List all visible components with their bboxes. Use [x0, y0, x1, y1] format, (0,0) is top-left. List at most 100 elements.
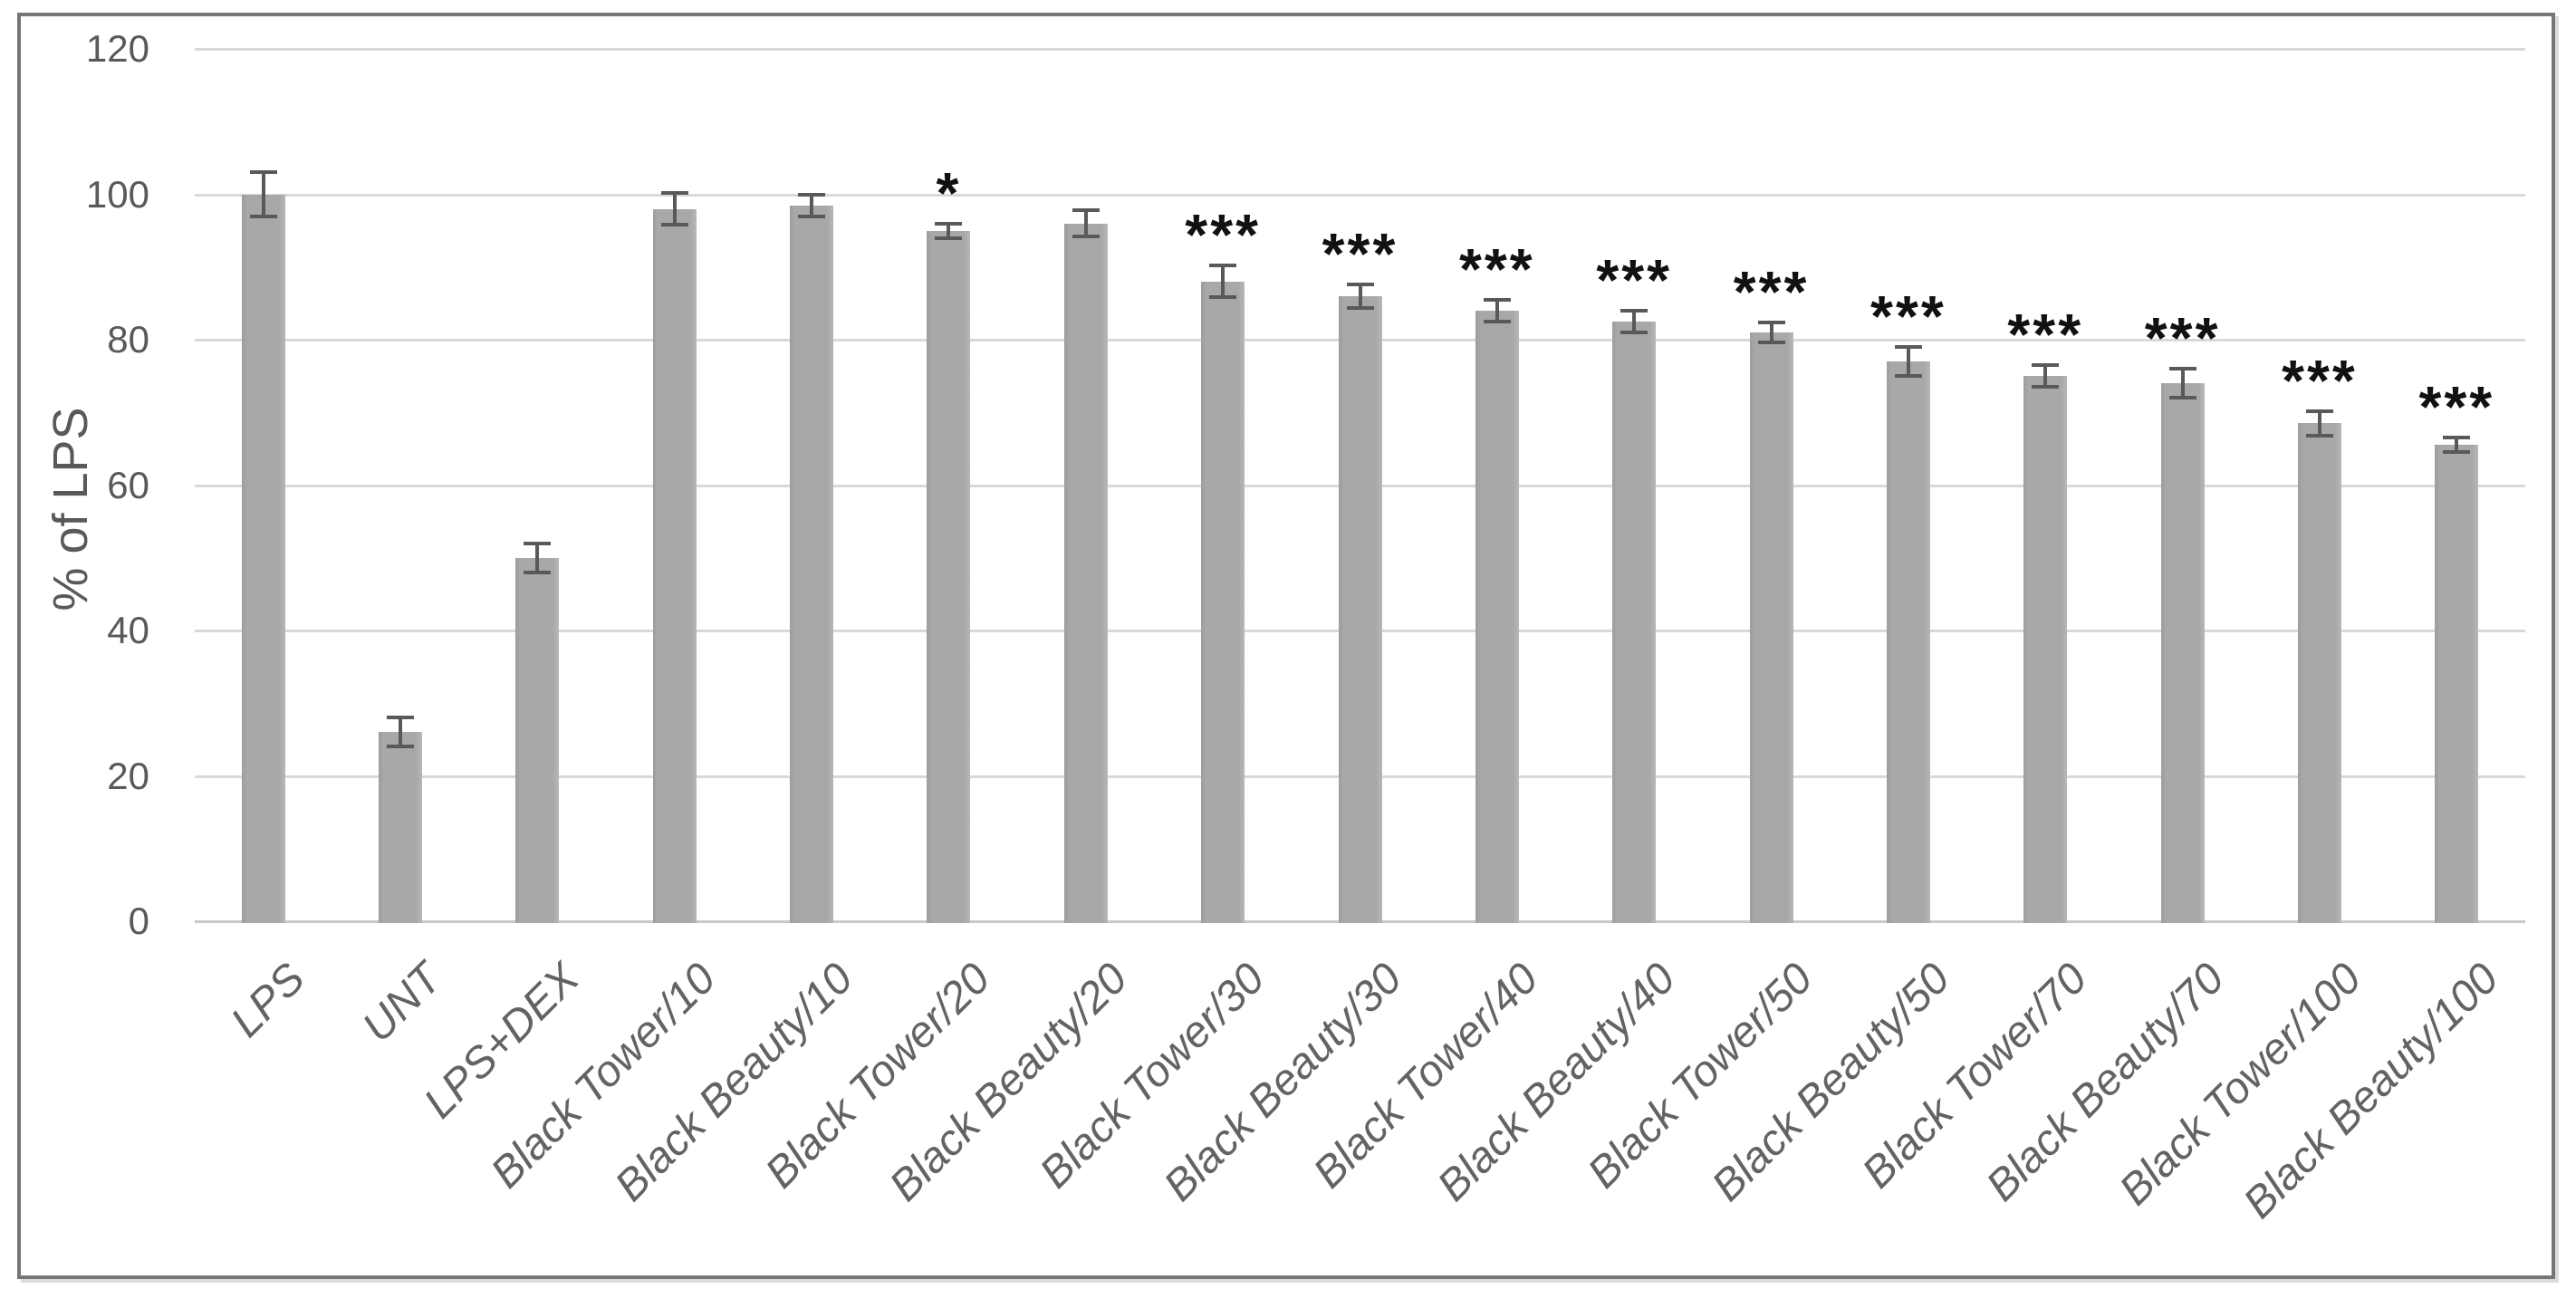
error-bar-stem	[1632, 310, 1637, 332]
significance-label: ***	[1870, 284, 1946, 350]
significance-label: ***	[1322, 221, 1399, 286]
significance-label: ***	[1596, 246, 1673, 313]
error-bar-stem	[2317, 410, 2321, 436]
error-bar-cap	[1483, 319, 1511, 323]
error-bar-cap	[524, 570, 552, 574]
chart-border-frame	[17, 13, 2555, 1279]
error-bar	[798, 192, 826, 218]
bar	[927, 230, 971, 923]
error-bar	[2443, 436, 2471, 455]
bar	[1063, 223, 1108, 923]
error-bar-stem	[399, 717, 403, 747]
error-bar	[1757, 320, 1785, 345]
bar	[379, 732, 423, 923]
error-bar-cap	[1346, 305, 1374, 310]
error-bar	[387, 716, 415, 749]
error-bar	[1072, 208, 1100, 239]
error-bar	[2305, 409, 2333, 438]
error-bar-stem	[1906, 347, 1910, 377]
error-bar	[2032, 363, 2060, 390]
y-tick-label: 120	[85, 27, 149, 70]
significance-label: ***	[1733, 258, 1810, 324]
x-tick-label: Black Beauty/40	[1428, 954, 1686, 1211]
bar	[2435, 445, 2479, 923]
error-bar-cap	[249, 214, 277, 218]
gridline	[195, 193, 2525, 197]
error-bar	[660, 190, 688, 227]
error-bar	[524, 541, 552, 574]
bar	[1475, 310, 1519, 923]
error-bar-cap	[1620, 330, 1648, 334]
error-bar	[1894, 345, 1922, 379]
significance-label: ***	[2144, 305, 2221, 371]
error-bar-cap	[660, 223, 688, 227]
error-bar	[1346, 283, 1374, 310]
significance-label: ***	[2007, 302, 2084, 368]
y-tick-label: 100	[85, 172, 149, 216]
x-tick-label: Black Beauty/50	[1703, 954, 1959, 1211]
x-tick-label: Black Tower/100	[2110, 954, 2371, 1215]
bar	[1612, 321, 1657, 923]
bar	[790, 205, 834, 923]
bar	[652, 208, 697, 923]
y-tick-label: 60	[107, 463, 149, 506]
error-bar	[935, 221, 963, 240]
y-tick-label: 80	[107, 318, 149, 361]
bar	[241, 194, 285, 923]
error-bar-stem	[2043, 365, 2048, 388]
y-tick-label: 20	[107, 754, 149, 797]
bar	[1749, 332, 1793, 923]
error-bar-cap	[2168, 396, 2196, 400]
y-tick-label: 0	[128, 900, 149, 942]
error-bar-cap	[1072, 235, 1100, 239]
y-tick-label: 40	[107, 609, 149, 651]
bar	[515, 557, 560, 923]
x-tick-label: Black Beauty/20	[880, 954, 1137, 1211]
x-tick-label: UNT	[353, 954, 452, 1052]
x-tick-label: Black Beauty/30	[1154, 954, 1411, 1211]
error-bar-stem	[1221, 265, 1226, 298]
error-bar	[1620, 308, 1648, 334]
error-bar	[1483, 297, 1511, 323]
error-bar-stem	[810, 194, 814, 216]
significance-label: ***	[2418, 374, 2495, 440]
x-tick-label: Black Beauty/10	[606, 954, 863, 1211]
bar	[2023, 376, 2068, 923]
error-bar-stem	[947, 223, 951, 238]
error-bar-cap	[2443, 450, 2471, 455]
error-bar-stem	[1769, 322, 1773, 343]
error-bar-cap	[935, 236, 963, 240]
error-bar-stem	[1358, 284, 1362, 308]
error-bar-stem	[261, 172, 265, 216]
bar	[1886, 361, 1930, 923]
error-bar-stem	[1083, 210, 1088, 237]
significance-label: *	[936, 159, 962, 226]
error-bar-cap	[798, 214, 826, 218]
x-tick-label: LPS	[222, 954, 314, 1047]
gridline	[195, 48, 2525, 51]
bar	[2297, 423, 2341, 923]
error-bar-cap	[1894, 374, 1922, 379]
error-bar-cap	[2032, 385, 2060, 390]
x-tick-label: Black Beauty/70	[1976, 954, 2234, 1211]
error-bar-stem	[535, 543, 540, 573]
significance-label: ***	[1185, 202, 1261, 268]
error-bar-stem	[1495, 299, 1499, 322]
significance-label: ***	[2282, 347, 2358, 413]
error-bar	[249, 170, 277, 218]
error-bar-stem	[2180, 369, 2185, 399]
x-tick-label: Black Beauty/100	[2234, 954, 2508, 1228]
significance-label: ***	[1458, 236, 1535, 302]
bar	[1338, 295, 1382, 923]
bar	[2160, 383, 2205, 923]
error-bar-cap	[387, 745, 415, 749]
bar	[1201, 281, 1245, 923]
error-bar-stem	[672, 192, 677, 226]
error-bar-stem	[2455, 438, 2459, 453]
error-bar	[1209, 264, 1237, 300]
error-bar	[2168, 367, 2196, 400]
error-bar-cap	[1757, 341, 1785, 345]
error-bar-cap	[1209, 295, 1237, 300]
error-bar-cap	[2305, 433, 2333, 438]
